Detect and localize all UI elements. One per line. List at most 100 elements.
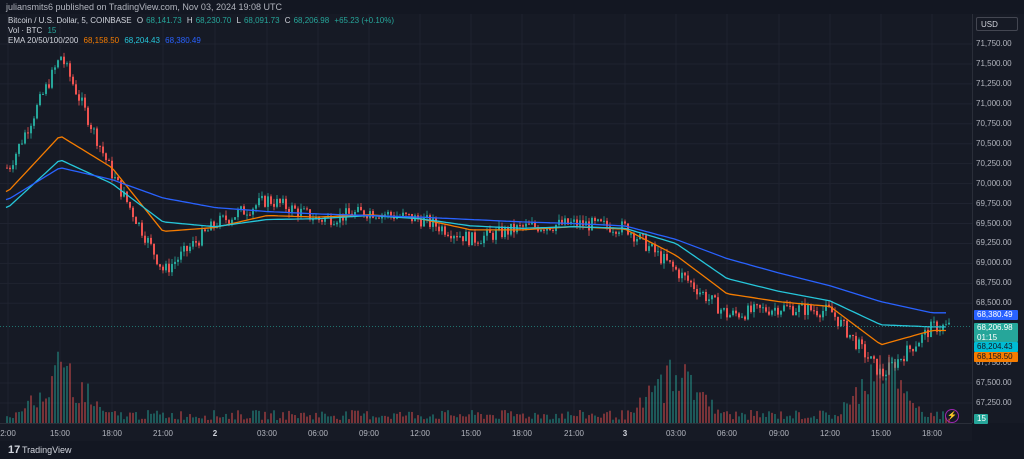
volume-bar	[687, 371, 689, 423]
volume-bar	[24, 408, 26, 423]
candle-body	[657, 251, 659, 253]
chart-legend: Bitcoin / U.S. Dollar, 5, COINBASE O 68,1…	[8, 16, 397, 46]
candle-body	[243, 206, 245, 215]
candle-body	[510, 223, 512, 235]
volume-bar	[270, 413, 272, 423]
volume-label[interactable]: Vol · BTC	[8, 26, 43, 35]
candle-body	[132, 207, 134, 218]
candle-body	[270, 196, 272, 204]
candle-body	[348, 208, 350, 214]
candle-body	[165, 263, 167, 271]
volume-bar	[357, 410, 359, 423]
candle-body	[126, 191, 128, 202]
volume-bar	[180, 411, 182, 423]
candle-body	[27, 132, 29, 134]
volume-bar	[33, 405, 35, 423]
volume-bar	[489, 414, 491, 423]
volume-bar	[744, 414, 746, 423]
volume-value: 15	[47, 26, 57, 35]
candle-body	[729, 315, 731, 318]
volume-bar	[249, 418, 251, 423]
candle-body	[405, 212, 407, 214]
volume-bar	[666, 365, 668, 423]
candle-body	[324, 217, 326, 222]
volume-bar	[147, 410, 149, 423]
candle-body	[687, 275, 689, 281]
volume-bar	[153, 413, 155, 423]
volume-bar	[495, 418, 497, 423]
currency-button[interactable]: USD	[976, 17, 1018, 31]
volume-bar	[528, 416, 530, 423]
volume-bar	[705, 394, 707, 423]
chart-pane[interactable]	[0, 14, 972, 423]
volume-bar	[102, 410, 104, 423]
candle-body	[159, 264, 161, 267]
volume-bar	[861, 379, 863, 423]
volume-bar	[810, 417, 812, 423]
symbol-name[interactable]: Bitcoin / U.S. Dollar, 5, COINBASE	[8, 16, 132, 25]
volume-bar	[942, 411, 944, 423]
time-label: 12:00	[819, 429, 841, 438]
volume-bar	[726, 411, 728, 423]
candle-body	[84, 97, 86, 108]
candle-body	[471, 232, 473, 246]
candle-body	[726, 308, 728, 318]
candle-body	[621, 221, 623, 233]
candle-body	[828, 304, 830, 307]
volume-bar	[573, 415, 575, 423]
candle-body	[678, 269, 680, 279]
candle-body	[231, 219, 233, 224]
volume-bar	[825, 412, 827, 423]
ema50-price-tag: 68,204.43	[974, 342, 1018, 352]
candle-body	[918, 342, 920, 347]
time-label: 12:00	[409, 429, 431, 438]
time-label: 06:00	[307, 429, 329, 438]
volume-bar	[174, 418, 176, 423]
candle-body	[438, 226, 440, 232]
volume-bar	[516, 414, 518, 423]
low-value: 68,091.73	[243, 16, 280, 25]
candle-body	[120, 180, 122, 197]
volume-bar	[507, 413, 509, 423]
volume-bar	[732, 419, 734, 423]
candle-body	[402, 212, 404, 217]
candle-body	[606, 220, 608, 227]
volume-bar	[75, 402, 77, 423]
candle-body	[39, 94, 41, 106]
ema-label[interactable]: EMA 20/50/100/200	[8, 36, 79, 45]
candle-body	[927, 329, 929, 338]
volume-bar	[762, 413, 764, 423]
candle-body	[168, 263, 170, 273]
time-label: 09:00	[358, 429, 380, 438]
volume-bar	[402, 416, 404, 423]
volume-bar	[51, 376, 53, 423]
volume-bar	[84, 402, 86, 423]
candle-body	[834, 312, 836, 317]
volume-bar	[312, 419, 314, 423]
volume-bar	[156, 410, 158, 423]
volume-bar	[285, 419, 287, 423]
lightning-icon[interactable]: ⚡	[945, 409, 959, 423]
volume-bar	[183, 419, 185, 423]
candle-body	[807, 304, 809, 315]
candle-body	[945, 324, 947, 326]
candle-body	[714, 295, 716, 298]
volume-bar	[633, 412, 635, 423]
volume-bar	[63, 367, 65, 423]
volume-bar	[693, 399, 695, 423]
candle-body	[6, 167, 8, 169]
candle-body	[33, 118, 35, 126]
volume-bar	[777, 418, 779, 423]
volume-bar	[279, 418, 281, 423]
volume-bar	[351, 410, 353, 423]
volume-bar	[897, 388, 899, 423]
candle-body	[9, 167, 11, 170]
volume-bar	[753, 415, 755, 423]
volume-bar	[543, 414, 545, 423]
legend-symbol-row: Bitcoin / U.S. Dollar, 5, COINBASE O 68,1…	[8, 16, 395, 25]
candle-body	[456, 236, 458, 238]
candle-body	[666, 254, 668, 261]
time-axis[interactable]	[0, 423, 972, 442]
candle-body	[267, 196, 269, 207]
